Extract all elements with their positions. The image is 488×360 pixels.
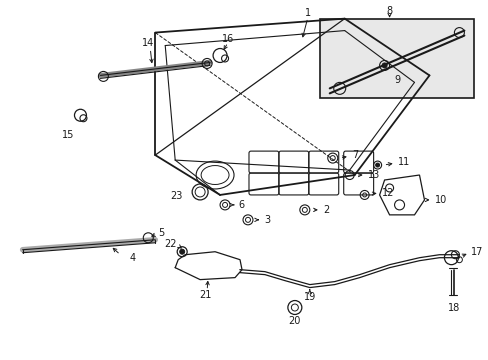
Text: 11: 11 <box>397 157 409 167</box>
Text: 9: 9 <box>394 75 400 85</box>
Text: 15: 15 <box>62 130 75 140</box>
Text: 21: 21 <box>199 289 211 300</box>
Circle shape <box>179 249 184 254</box>
Text: 22: 22 <box>163 239 176 249</box>
Text: 10: 10 <box>433 195 446 205</box>
Text: 1: 1 <box>304 8 310 18</box>
Text: 6: 6 <box>238 200 244 210</box>
Text: 23: 23 <box>169 191 182 201</box>
Text: 5: 5 <box>158 228 164 238</box>
Text: 19: 19 <box>303 292 315 302</box>
Text: 3: 3 <box>264 215 269 225</box>
Text: 12: 12 <box>381 188 393 198</box>
Text: 7: 7 <box>351 150 357 160</box>
Text: 8: 8 <box>386 6 392 15</box>
Circle shape <box>381 63 386 68</box>
Text: 18: 18 <box>447 302 460 312</box>
Text: 2: 2 <box>322 205 328 215</box>
Text: 17: 17 <box>470 247 483 257</box>
Text: 14: 14 <box>142 37 154 48</box>
Text: 20: 20 <box>288 316 301 327</box>
Bar <box>319 19 473 98</box>
Text: 4: 4 <box>129 253 135 263</box>
Circle shape <box>375 163 379 167</box>
Text: 16: 16 <box>222 33 234 44</box>
Text: 13: 13 <box>367 170 379 180</box>
